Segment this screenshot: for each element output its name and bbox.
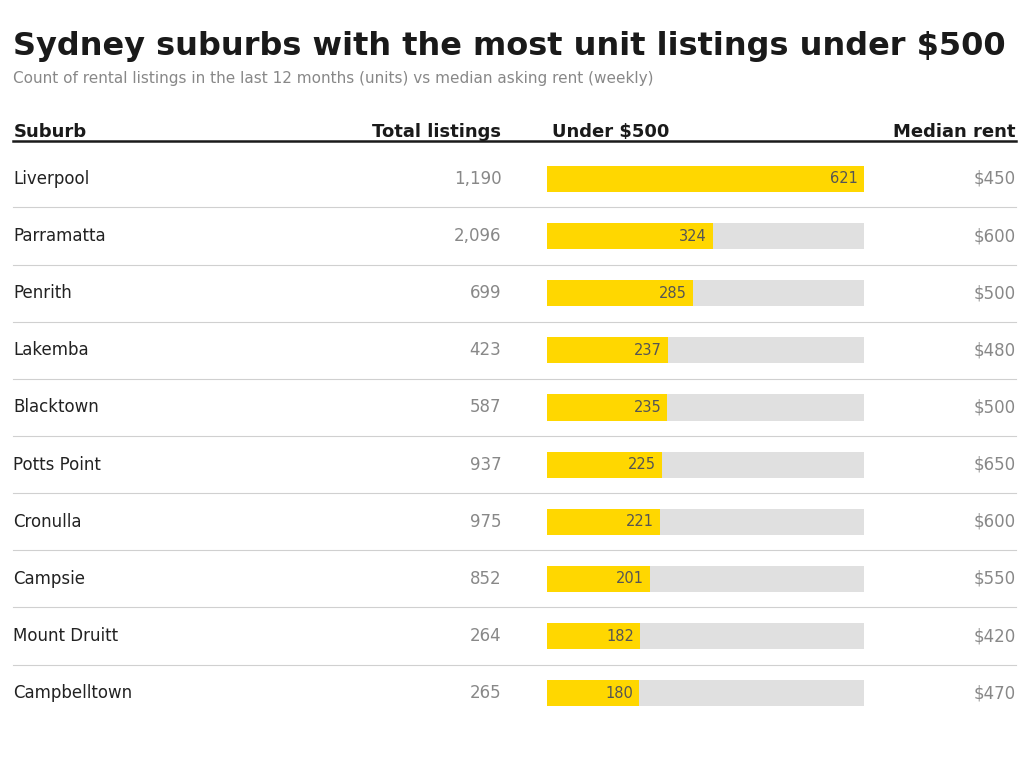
- Text: 699: 699: [470, 285, 501, 302]
- Text: $600: $600: [974, 227, 1016, 245]
- Text: Sydney suburbs with the most unit listings under $500: Sydney suburbs with the most unit listin…: [13, 31, 1006, 61]
- Text: 182: 182: [607, 628, 634, 644]
- FancyBboxPatch shape: [547, 452, 662, 478]
- FancyBboxPatch shape: [547, 623, 640, 649]
- Text: $600: $600: [974, 513, 1016, 531]
- Text: 937: 937: [470, 456, 501, 473]
- FancyBboxPatch shape: [547, 223, 713, 249]
- Text: $650: $650: [974, 456, 1016, 473]
- Text: 975: 975: [470, 513, 501, 531]
- Text: Suburb: Suburb: [13, 123, 86, 140]
- Text: 621: 621: [831, 171, 858, 186]
- FancyBboxPatch shape: [547, 280, 864, 306]
- Text: 235: 235: [633, 400, 661, 415]
- Text: 265: 265: [470, 684, 501, 702]
- FancyBboxPatch shape: [547, 166, 864, 192]
- Text: 285: 285: [659, 285, 686, 301]
- FancyBboxPatch shape: [547, 337, 864, 364]
- Text: $550: $550: [974, 570, 1016, 588]
- Text: 324: 324: [679, 229, 707, 244]
- Text: 587: 587: [470, 399, 501, 416]
- FancyBboxPatch shape: [547, 166, 864, 192]
- Text: Median rent: Median rent: [893, 123, 1016, 140]
- Text: Potts Point: Potts Point: [13, 456, 101, 473]
- Text: $470: $470: [974, 684, 1016, 702]
- Text: 423: 423: [470, 341, 501, 359]
- Text: 264: 264: [470, 627, 501, 645]
- Text: 221: 221: [626, 514, 654, 529]
- Text: $500: $500: [974, 285, 1016, 302]
- FancyBboxPatch shape: [547, 223, 864, 249]
- Text: 237: 237: [634, 343, 662, 358]
- Text: Mount Druitt: Mount Druitt: [13, 627, 119, 645]
- FancyBboxPatch shape: [547, 509, 864, 535]
- Text: Count of rental listings in the last 12 months (units) vs median asking rent (we: Count of rental listings in the last 12 …: [13, 71, 654, 86]
- Text: 2,096: 2,096: [454, 227, 501, 245]
- FancyBboxPatch shape: [547, 394, 864, 420]
- Text: 180: 180: [606, 686, 633, 701]
- Text: 225: 225: [628, 457, 656, 472]
- FancyBboxPatch shape: [547, 337, 668, 364]
- Text: $450: $450: [974, 170, 1016, 188]
- Text: 201: 201: [616, 571, 643, 587]
- FancyBboxPatch shape: [547, 680, 864, 706]
- Text: Blacktown: Blacktown: [13, 399, 99, 416]
- FancyBboxPatch shape: [547, 394, 667, 420]
- FancyBboxPatch shape: [547, 623, 864, 649]
- Text: Campsie: Campsie: [13, 570, 85, 588]
- Text: $480: $480: [974, 341, 1016, 359]
- Text: $420: $420: [974, 627, 1016, 645]
- FancyBboxPatch shape: [547, 566, 864, 592]
- Text: Liverpool: Liverpool: [13, 170, 90, 188]
- Text: Total listings: Total listings: [372, 123, 501, 140]
- Text: 1,190: 1,190: [453, 170, 501, 188]
- Text: Cronulla: Cronulla: [13, 513, 82, 531]
- Text: Under $500: Under $500: [552, 123, 670, 140]
- Text: Lakemba: Lakemba: [13, 341, 89, 359]
- Text: Penrith: Penrith: [13, 285, 72, 302]
- FancyBboxPatch shape: [547, 680, 639, 706]
- FancyBboxPatch shape: [547, 566, 650, 592]
- FancyBboxPatch shape: [547, 509, 660, 535]
- Text: Parramatta: Parramatta: [13, 227, 106, 245]
- FancyBboxPatch shape: [547, 280, 693, 306]
- Text: Campbelltown: Campbelltown: [13, 684, 132, 702]
- FancyBboxPatch shape: [547, 452, 864, 478]
- Text: $500: $500: [974, 399, 1016, 416]
- Text: 852: 852: [470, 570, 501, 588]
